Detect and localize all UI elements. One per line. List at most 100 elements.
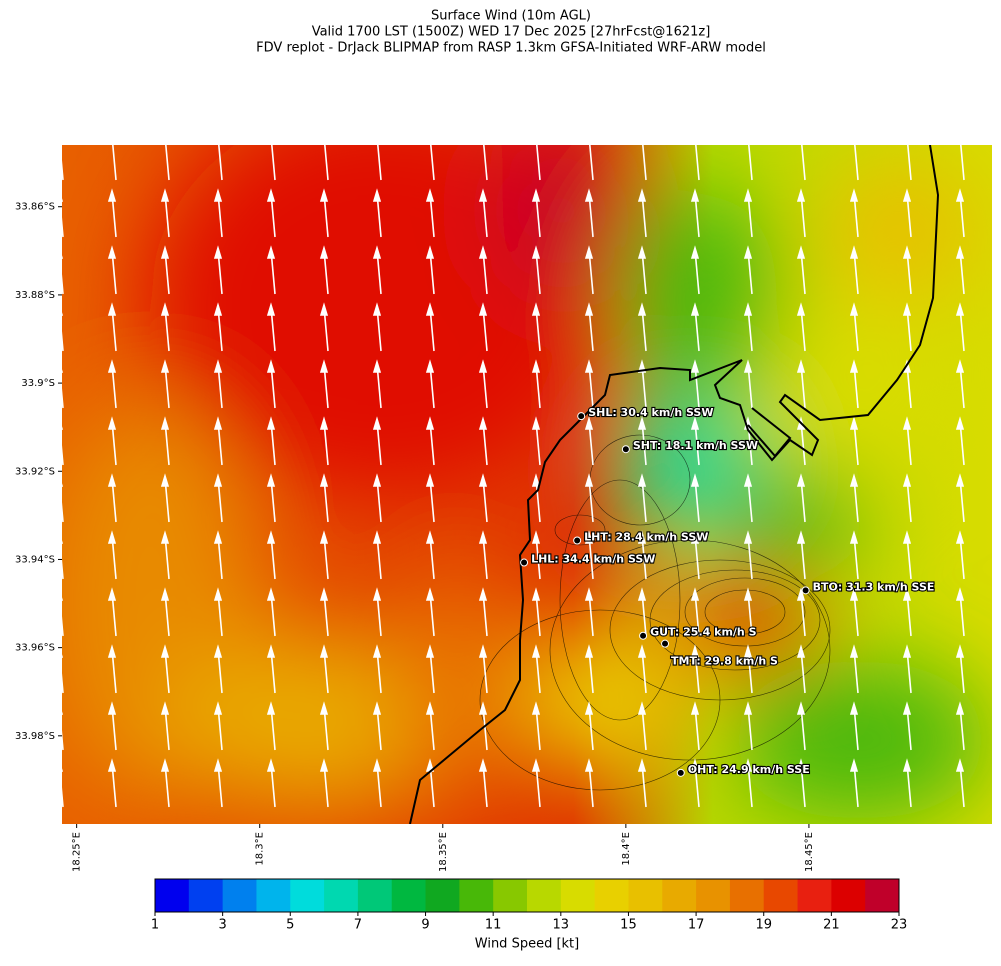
- colorbar-cell: [391, 879, 427, 912]
- wind-arrow-head: [62, 312, 64, 316]
- wind-arrow-head: [215, 134, 221, 144]
- wind-arrow-head: [213, 644, 223, 658]
- colorbar-cell: [425, 879, 460, 912]
- wind-arrow-head: [109, 134, 115, 144]
- wind-arrow-head: [321, 134, 327, 144]
- wind-arrow: [218, 145, 223, 181]
- station-label: LHL: 34.4 km/h SSW: [531, 553, 655, 566]
- wind-arrow-head: [478, 473, 488, 487]
- wind-arrow-head: [160, 188, 170, 202]
- wind-arrow: [589, 145, 594, 181]
- wind-arrow-head: [62, 540, 64, 544]
- wind-arrow: [748, 145, 753, 181]
- title-line: Surface Wind (10m AGL): [431, 9, 591, 24]
- station-marker: [676, 768, 685, 777]
- station-marker: [621, 445, 630, 454]
- wind-arrow-head: [955, 245, 965, 259]
- wind-arrow-head: [902, 188, 912, 202]
- colorbar-cell: [763, 879, 799, 912]
- wind-arrow-head: [372, 644, 382, 658]
- wind-arrow-head: [425, 701, 435, 715]
- wind-arrow-head: [213, 530, 223, 544]
- colorbar-cell: [865, 879, 900, 912]
- lon-label: 18.3°E: [255, 832, 266, 866]
- wind-arrow: [324, 145, 329, 181]
- wind-arrow-head: [849, 188, 859, 202]
- wind-arrow-head: [266, 359, 276, 373]
- wind-arrow-head: [427, 134, 433, 144]
- wind-arrow-head: [531, 473, 541, 487]
- wind-arrow-head: [478, 644, 488, 658]
- wind-arrow-head: [637, 188, 647, 202]
- colorbar-cell: [797, 879, 832, 912]
- wind-arrow-head: [425, 302, 435, 316]
- wind-arrow-head: [637, 473, 647, 487]
- wind-arrow: [165, 145, 170, 181]
- wind-arrow-head: [425, 644, 435, 658]
- wind-arrow-head: [851, 134, 857, 144]
- wind-arrow-head: [690, 644, 700, 658]
- wind-arrow-head: [584, 701, 594, 715]
- colorbar-tick-label: 19: [755, 918, 772, 933]
- wind-arrow-head: [266, 758, 276, 772]
- wind-arrow-head: [160, 758, 170, 772]
- colorbar-cell: [188, 879, 224, 912]
- colorbar-cell: [324, 879, 359, 912]
- wind-arrow-head: [213, 416, 223, 430]
- colorbar-tick-label: 17: [688, 918, 705, 933]
- wind-arrow-head: [160, 587, 170, 601]
- wind-arrow-head: [425, 473, 435, 487]
- wind-arrow-head: [266, 245, 276, 259]
- title-line: FDV replot - DrJack BLIPMAP from RASP 1.…: [256, 41, 766, 56]
- colorbar-cell: [527, 879, 562, 912]
- wind-arrow-head: [955, 530, 965, 544]
- wind-arrow-head: [690, 416, 700, 430]
- wind-arrow-head: [372, 416, 382, 430]
- wind-arrow-head: [584, 245, 594, 259]
- wind-arrow-head: [372, 473, 382, 487]
- title-line: Valid 1700 LST (1500Z) WED 17 Dec 2025 […: [312, 25, 711, 40]
- wind-arrow-head: [637, 245, 647, 259]
- wind-arrow-head: [62, 426, 64, 430]
- wind-arrow-head: [849, 530, 859, 544]
- wind-arrow-head: [796, 587, 806, 601]
- wind-arrow-head: [160, 416, 170, 430]
- wind-arrow-head: [690, 359, 700, 373]
- wind-arrow-head: [955, 473, 965, 487]
- wind-arrow-head: [160, 245, 170, 259]
- wind-arrow-head: [902, 302, 912, 316]
- wind-arrow-head: [319, 302, 329, 316]
- wind-arrow-head: [637, 644, 647, 658]
- wind-arrow-head: [160, 701, 170, 715]
- wind-arrow-head: [319, 245, 329, 259]
- wind-arrow-head: [849, 245, 859, 259]
- wind-arrow-head: [268, 134, 274, 144]
- wind-arrow: [62, 559, 64, 580]
- wind-arrow-head: [62, 483, 64, 487]
- wind-arrow-head: [319, 758, 329, 772]
- wind-arrow: [62, 673, 64, 694]
- colorbar-tick-label: 13: [553, 918, 570, 933]
- wind-arrow-head: [584, 758, 594, 772]
- wind-arrow-head: [62, 369, 64, 373]
- wind-arrow-head: [107, 644, 117, 658]
- wind-arrow-head: [62, 654, 64, 658]
- wind-arrow-head: [531, 758, 541, 772]
- wind-arrow-head: [372, 302, 382, 316]
- lat-label: 33.98°S: [15, 731, 55, 742]
- wind-arrow-head: [372, 188, 382, 202]
- wind-arrow: [62, 388, 64, 409]
- wind-arrow-head: [266, 302, 276, 316]
- lat-label: 33.94°S: [15, 554, 55, 565]
- wind-arrow-head: [372, 587, 382, 601]
- colorbar-tick-label: 3: [218, 918, 226, 933]
- wind-arrow-head: [62, 597, 64, 601]
- wind-arrow-head: [425, 359, 435, 373]
- wind-arrow-head: [586, 134, 592, 144]
- wind-arrow-head: [796, 302, 806, 316]
- wind-arrow-head: [690, 188, 700, 202]
- colorbar-frame: [154, 878, 900, 913]
- wind-arrow-head: [319, 416, 329, 430]
- lon-label: 18.45°E: [804, 832, 815, 872]
